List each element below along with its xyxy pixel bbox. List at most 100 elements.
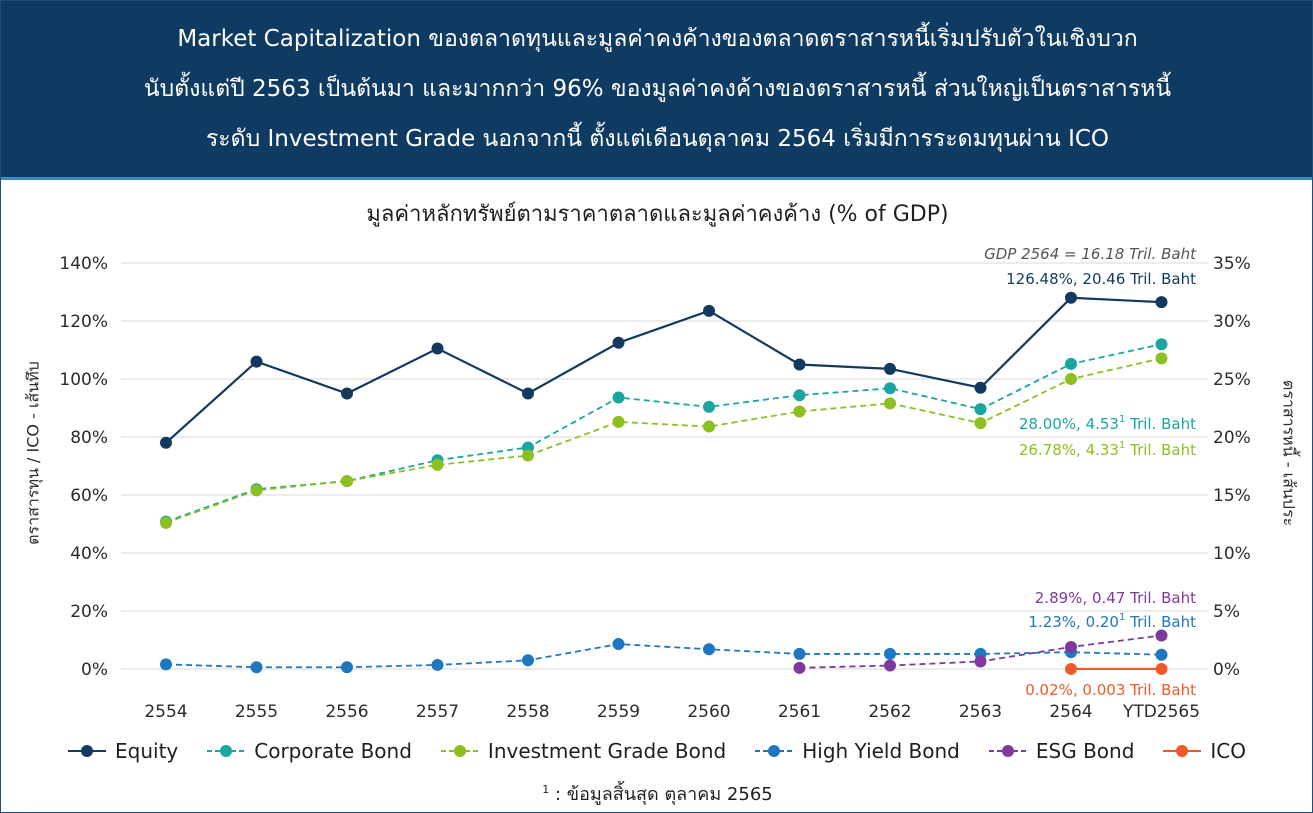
left-tick-label: 80%	[70, 428, 108, 448]
right-tick-label: 35%	[1213, 254, 1251, 274]
x-tick-label: 2564	[1049, 702, 1092, 722]
left-tick-label: 20%	[70, 602, 108, 622]
investment-grade-bond-point	[793, 405, 806, 418]
annotation-label: 1.23%, 0.201 Tril. Baht	[1028, 612, 1196, 631]
legend-marker-icon	[68, 745, 106, 757]
legend-item-high-yield-bond: High Yield Bond	[754, 739, 960, 763]
right-tick-label: 25%	[1213, 370, 1251, 390]
right-tick-label: 5%	[1213, 602, 1240, 622]
chart-legend: Equity Corporate Bond Investment Grade Bon…	[67, 736, 1274, 766]
x-tick-label: 2562	[868, 702, 911, 722]
esg-bond-point	[793, 661, 806, 674]
x-tick-label: 2555	[235, 702, 278, 722]
annotation-label: 126.48%, 20.46 Tril. Baht	[1006, 270, 1196, 288]
headline-line-2: นับตั้งแต่ปี 2563 เป็นต้นมา และมากกว่า 9…	[143, 76, 1172, 102]
ico-point	[1155, 662, 1168, 675]
legend-item-investment-grade-bond: Investment Grade Bond	[440, 739, 726, 763]
left-axis-label: ตราสารทุน / ICO - เส้นทึบ	[23, 361, 43, 545]
investment-grade-bond-point	[1065, 373, 1077, 385]
corporate-bond-point	[1155, 338, 1168, 351]
equity-point	[160, 436, 172, 449]
investment-grade-bond-point	[884, 397, 896, 410]
high-yield-bond-line	[165, 643, 1162, 669]
chart-title: มูลค่าหลักทรัพย์ตามราคาตลาดและมูลค่าคงค้…	[366, 202, 949, 227]
esg-bond-point	[1155, 629, 1168, 642]
legend-marker-icon	[755, 745, 794, 757]
left-tick-label: 120%	[59, 312, 108, 332]
investment-grade-bond-line	[165, 357, 1162, 524]
legend-item-esg-bond: ESG Bond	[988, 739, 1135, 763]
investment-grade-bond-point	[160, 516, 172, 529]
high-yield-bond-point	[341, 661, 353, 674]
legend-label: ESG Bond	[1035, 739, 1135, 763]
investment-grade-bond-point	[974, 417, 987, 430]
high-yield-bond-point	[522, 654, 534, 667]
high-yield-bond-point	[884, 647, 896, 660]
corporate-bond-point	[703, 400, 715, 413]
investment-grade-bond-point	[703, 420, 715, 433]
high-yield-bond-point	[1155, 648, 1168, 661]
corporate-bond-point	[974, 403, 987, 416]
x-tick-label: 2559	[597, 702, 640, 722]
ico-point	[1065, 662, 1077, 675]
equity-line	[165, 296, 1162, 444]
equity-point	[703, 304, 715, 317]
equity-point	[884, 362, 896, 375]
equity-point	[250, 355, 263, 368]
left-tick-label: 60%	[70, 486, 108, 506]
right-tick-label: 20%	[1213, 428, 1251, 448]
corporate-bond-point	[793, 389, 806, 402]
x-tick-label: 2558	[506, 702, 549, 722]
footnote: 1 : ข้อมูลสิ้นสุด ตุลาคม 2565	[1, 779, 1312, 808]
x-tick-label: 2556	[325, 702, 368, 722]
legend-label: ICO	[1210, 739, 1246, 763]
annotation-label: 26.78%, 4.331 Tril. Baht	[1019, 440, 1196, 459]
footnote-marker: 1	[542, 783, 550, 796]
legend-label: Equity	[115, 739, 179, 763]
x-tick-label: 2560	[687, 702, 730, 722]
annotation-label: GDP 2564 = 16.18 Tril. Baht	[984, 245, 1197, 263]
high-yield-bond-point	[250, 661, 263, 674]
legend-item-ico: ICO	[1162, 739, 1246, 763]
right-tick-label: 30%	[1213, 312, 1251, 332]
equity-point	[1065, 291, 1077, 304]
legend-marker-icon	[440, 745, 479, 757]
footnote-text: : ข้อมูลสิ้นสุด ตุลาคม 2565	[549, 784, 773, 805]
esg-bond-point	[884, 659, 896, 672]
equity-point	[1155, 296, 1168, 309]
legend-item-corporate-bond: Corporate Bond	[206, 739, 412, 763]
legend-label: Investment Grade Bond	[487, 739, 727, 763]
headline-line-1: Market Capitalization ของตลาดทุนและมูลค่…	[177, 26, 1138, 52]
corporate-bond-point	[1065, 357, 1077, 370]
investment-grade-bond-point	[1155, 352, 1168, 365]
equity-point	[431, 342, 444, 355]
annotation-label: 28.00%, 4.531 Tril. Baht	[1019, 414, 1196, 433]
legend-item-equity: Equity	[67, 739, 178, 763]
legend-label: High Yield Bond	[802, 739, 960, 763]
corporate-bond-point	[884, 382, 896, 395]
legend-label: Corporate Bond	[254, 739, 412, 763]
high-yield-bond-point	[612, 638, 625, 651]
x-tick-label: 2554	[144, 702, 187, 722]
equity-point	[522, 387, 534, 400]
high-yield-bond-point	[160, 658, 172, 671]
high-yield-bond-point	[703, 643, 715, 656]
left-tick-label: 100%	[59, 370, 108, 390]
right-tick-label: 0%	[1213, 660, 1240, 680]
x-tick-label: YTD2565	[1122, 702, 1200, 722]
investment-grade-bond-point	[250, 484, 263, 497]
x-tick-label: 2557	[416, 702, 459, 722]
legend-marker-icon	[207, 745, 246, 757]
x-tick-label: 2563	[959, 702, 1002, 722]
annotation-label: 2.89%, 0.47 Tril. Baht	[1035, 589, 1196, 607]
equity-point	[341, 387, 353, 400]
investment-grade-bond-point	[431, 458, 444, 471]
corporate-bond-point	[612, 391, 625, 404]
annotation-label: 0.02%, 0.003 Tril. Baht	[1025, 681, 1196, 699]
high-yield-bond-point	[793, 647, 806, 660]
investment-grade-bond-point	[522, 449, 534, 462]
right-axis-label: ตราสารหนี้ - เส้นประ	[1279, 379, 1299, 527]
equity-point	[612, 336, 625, 349]
headline-line-3: ระดับ Investment Grade นอกจากนี้ ตั้งแต่…	[205, 126, 1110, 152]
